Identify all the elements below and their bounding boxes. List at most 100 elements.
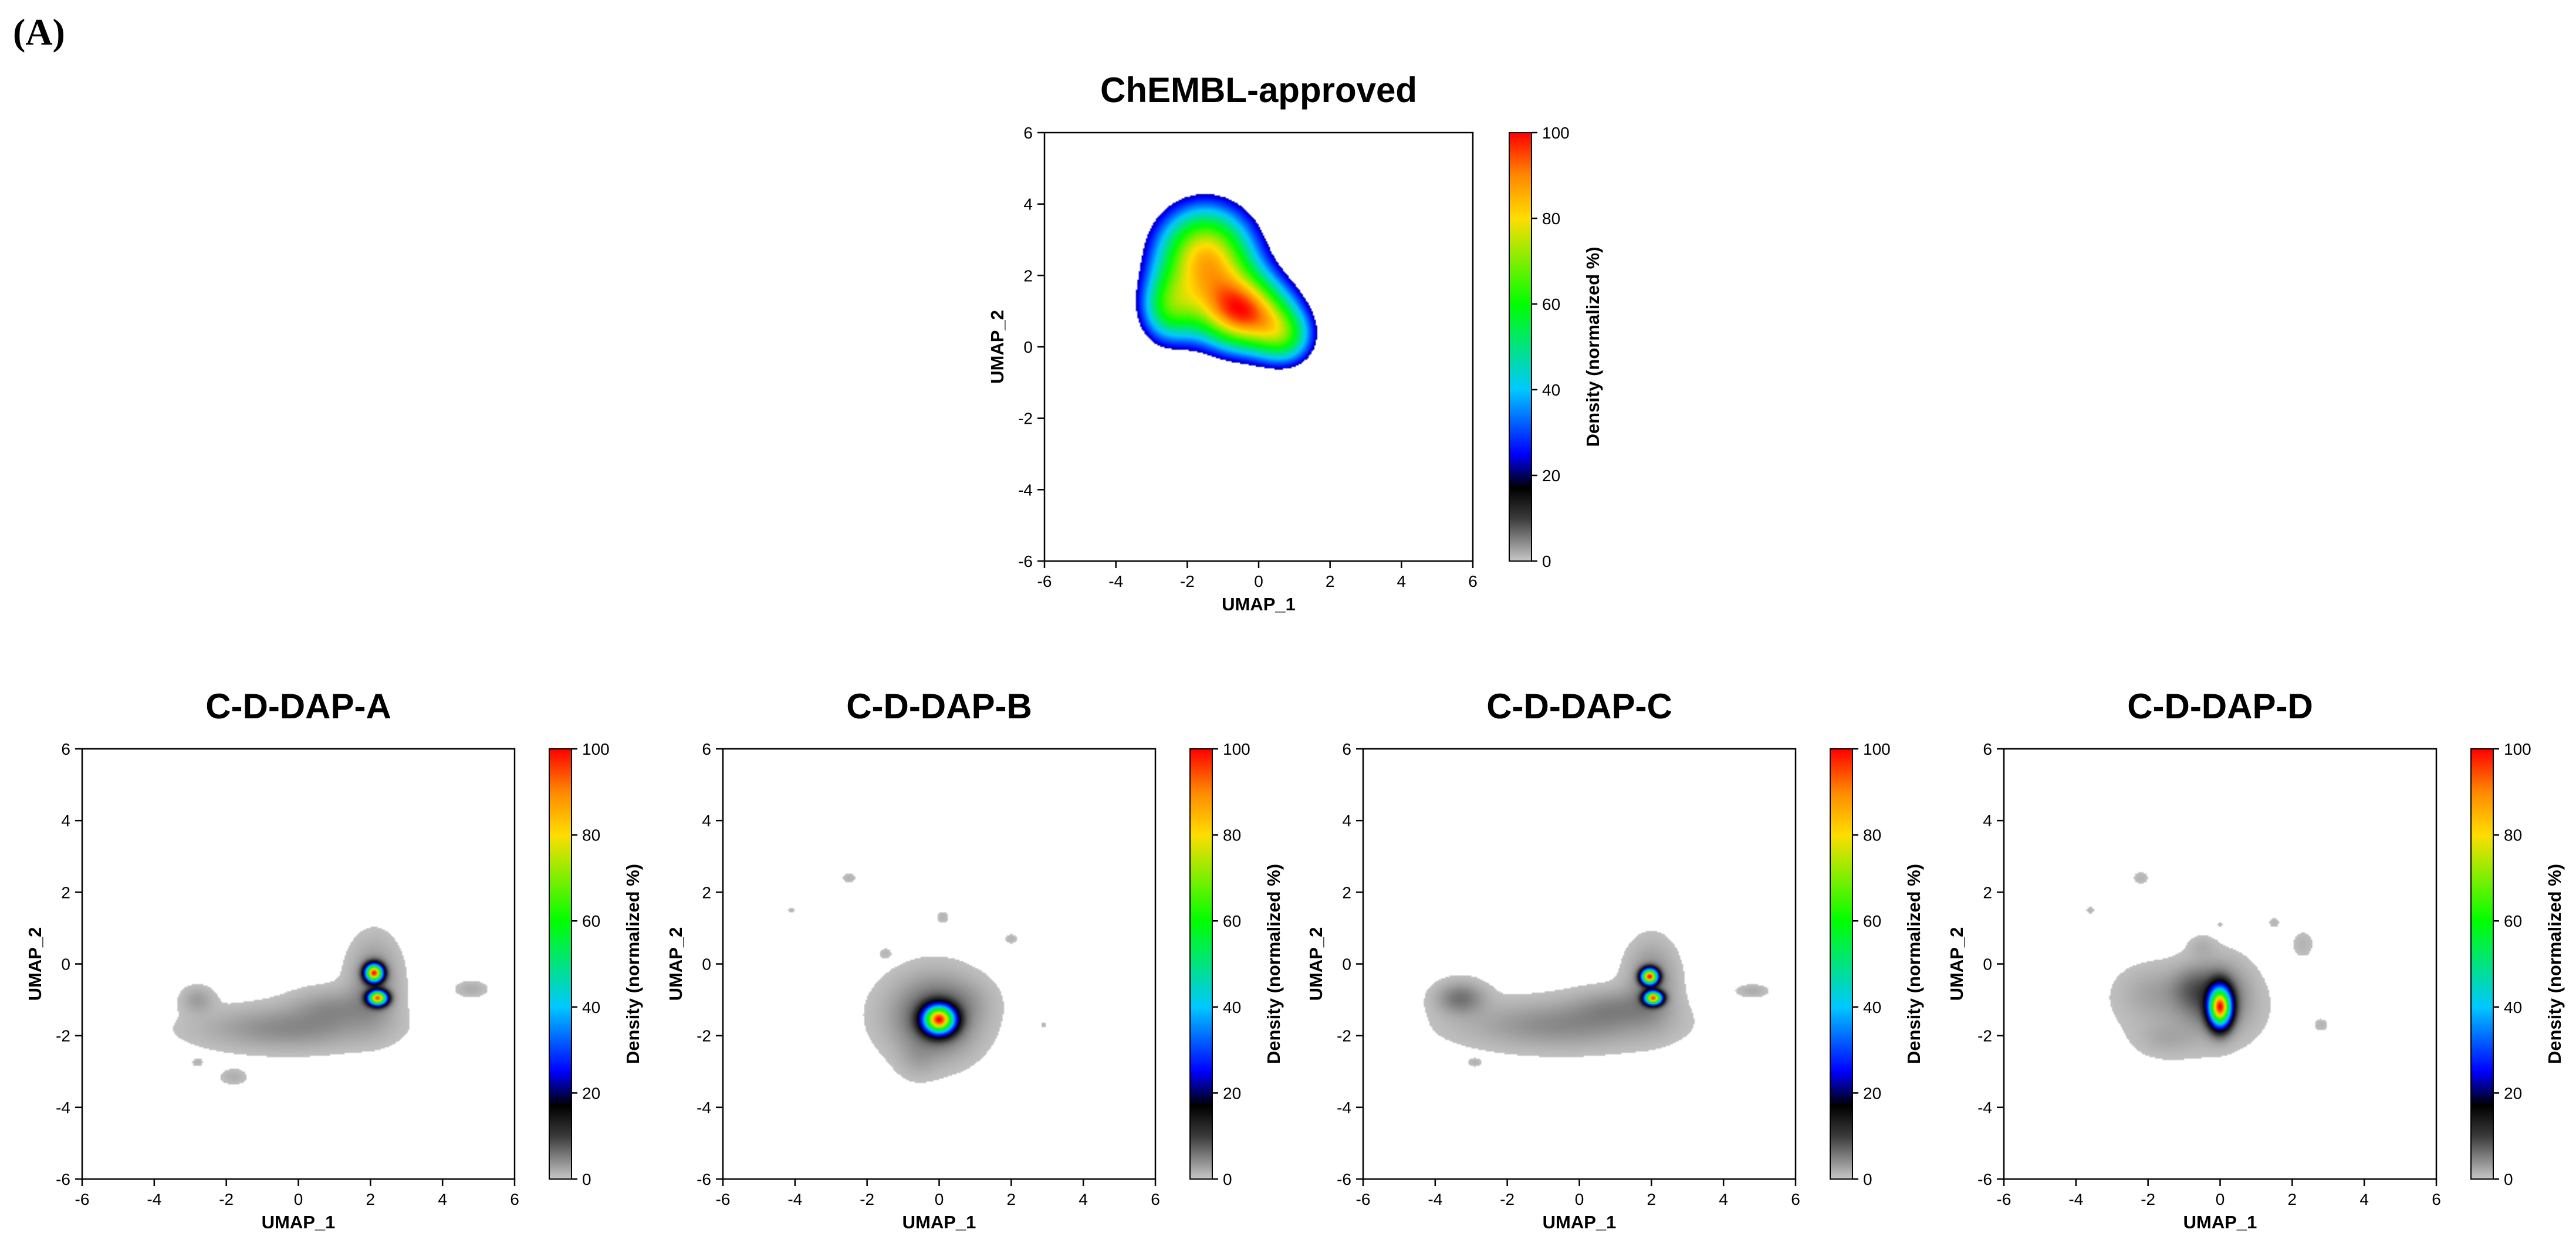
- x-tick-label: 4: [1079, 1190, 1088, 1208]
- y-tick-label: 4: [702, 812, 711, 830]
- y-tick-label: 2: [61, 883, 70, 901]
- chart-title: ChEMBL-approved: [1100, 70, 1417, 110]
- x-tick-label: 6: [2432, 1190, 2441, 1208]
- x-tick-label: 4: [1719, 1190, 1728, 1208]
- y-tick-label: -6: [1337, 1170, 1351, 1188]
- x-tick-label: 0: [1254, 572, 1263, 590]
- colorbar-tick-label: 80: [1542, 210, 1560, 228]
- y-tick-label: 6: [1983, 740, 1992, 758]
- y-tick-label: -4: [1337, 1099, 1351, 1117]
- y-tick-label: 0: [702, 955, 711, 974]
- x-tick-label: 0: [294, 1190, 303, 1208]
- x-tick-label: 2: [2288, 1190, 2297, 1208]
- colorbar-tick-label: 20: [1223, 1084, 1241, 1102]
- colorbar-tick-label: 20: [1542, 467, 1560, 485]
- colorbar-label: Density (normalized %): [623, 864, 643, 1064]
- x-tick-label: 0: [2216, 1190, 2225, 1208]
- y-tick-label: 0: [1023, 338, 1033, 356]
- chart-dap_b: -6 -4 -2 0 2 4 6 -6 -4 -2 0 2 4 6 UMAP_1 UMAP_2 C-D-DAP-…: [665, 687, 1284, 1232]
- y-tick-label: -2: [1337, 1027, 1351, 1045]
- colorbar-tick-label: 0: [582, 1170, 591, 1188]
- y-tick-label: -4: [697, 1099, 711, 1117]
- y-tick-label: -4: [1018, 481, 1033, 499]
- y-axis-label: UMAP_2: [665, 927, 686, 1001]
- x-tick-label: 6: [1468, 572, 1478, 590]
- colorbar: [549, 748, 572, 1180]
- colorbar-tick-label: 40: [582, 998, 600, 1016]
- x-axis-label: UMAP_1: [1222, 594, 1296, 614]
- colorbar-tick-label: 60: [1542, 295, 1560, 313]
- y-tick-label: 2: [1342, 883, 1351, 901]
- colorbar-tick-label: 80: [1863, 826, 1881, 845]
- y-tick-label: 0: [61, 955, 70, 974]
- colorbar: [2470, 748, 2494, 1180]
- y-tick-label: 0: [1342, 955, 1351, 974]
- x-axis-label: UMAP_1: [1543, 1212, 1617, 1232]
- colorbar: [1189, 748, 1213, 1180]
- x-tick-label: 6: [510, 1190, 519, 1208]
- y-axis-label: UMAP_2: [1946, 927, 1967, 1001]
- x-tick-label: 6: [1791, 1190, 1800, 1208]
- y-tick-label: -2: [697, 1027, 711, 1045]
- y-axis-label: UMAP_2: [25, 927, 45, 1001]
- colorbar-tick-label: 40: [1223, 998, 1241, 1016]
- colorbar-tick-label: 100: [582, 740, 610, 758]
- colorbar-tick-label: 20: [2504, 1084, 2522, 1102]
- y-tick-label: 4: [1983, 812, 1992, 830]
- y-tick-label: -2: [1977, 1027, 1992, 1045]
- colorbar-label: Density (normalized %): [2544, 864, 2565, 1064]
- y-tick-label: 2: [1023, 266, 1033, 285]
- colorbar-tick-label: 100: [2504, 740, 2531, 758]
- y-tick-label: 6: [1342, 740, 1351, 758]
- chart-chembl: -6 -4 -2 0 2 4 6 -6 -4 -2 0 2 4 6 UMAP_1 UMAP_2 ChEMBL-a…: [987, 70, 1603, 614]
- x-tick-label: 2: [1007, 1190, 1016, 1208]
- x-tick-label: -4: [2068, 1190, 2083, 1208]
- colorbar-tick-label: 40: [1542, 381, 1560, 399]
- chart-title: C-D-DAP-A: [205, 687, 391, 726]
- x-tick-label: 2: [1326, 572, 1335, 590]
- x-tick-label: 2: [366, 1190, 376, 1208]
- y-tick-label: 4: [1023, 195, 1033, 214]
- x-tick-label: -6: [75, 1190, 90, 1208]
- x-tick-label: 0: [935, 1190, 944, 1208]
- x-tick-label: -2: [860, 1190, 874, 1208]
- colorbar-tick-label: 40: [1863, 998, 1881, 1016]
- x-tick-label: -4: [1108, 572, 1123, 590]
- x-tick-label: 2: [1647, 1190, 1657, 1208]
- x-tick-label: -6: [1997, 1190, 2012, 1208]
- x-tick-label: 4: [1397, 572, 1407, 590]
- colorbar: [1830, 748, 1853, 1180]
- density-map-dap_c: [1363, 749, 1796, 1179]
- x-axis-label: UMAP_1: [2183, 1212, 2257, 1232]
- y-tick-label: -4: [56, 1099, 70, 1117]
- x-tick-label: -2: [219, 1190, 234, 1208]
- y-tick-label: 2: [702, 883, 711, 901]
- x-tick-label: -4: [147, 1190, 161, 1208]
- x-tick-label: 0: [1575, 1190, 1584, 1208]
- chart-title: C-D-DAP-D: [2127, 687, 2313, 726]
- density-map-dap_a: [82, 749, 515, 1179]
- density-map-chembl: [1044, 133, 1473, 561]
- y-tick-label: -6: [1018, 552, 1033, 570]
- chart-dap_c: -6 -4 -2 0 2 4 6 -6 -4 -2 0 2 4 6 UMAP_1 UMAP_2 C-D-DAP-…: [1306, 687, 1924, 1232]
- panel-label: (A): [13, 11, 65, 53]
- y-tick-label: 4: [1342, 812, 1351, 830]
- y-tick-label: 6: [1023, 124, 1033, 142]
- x-tick-label: -2: [2141, 1190, 2155, 1208]
- colorbar-tick-label: 0: [1223, 1170, 1232, 1188]
- colorbar-tick-label: 60: [1223, 912, 1241, 930]
- colorbar-tick-label: 60: [1863, 912, 1881, 930]
- colorbar-label: Density (normalized %): [1904, 864, 1924, 1064]
- y-tick-label: -6: [1977, 1170, 1992, 1188]
- chart-dap_d: -6 -4 -2 0 2 4 6 -6 -4 -2 0 2 4 6 UMAP_1 UMAP_2 C-D-DAP-…: [1946, 687, 2565, 1232]
- x-tick-label: 6: [1151, 1190, 1160, 1208]
- colorbar-label: Density (normalized %): [1263, 864, 1284, 1064]
- y-tick-label: -6: [56, 1170, 70, 1188]
- colorbar-tick-label: 60: [2504, 912, 2522, 930]
- x-tick-label: 4: [2359, 1190, 2369, 1208]
- colorbar-tick-label: 80: [2504, 826, 2522, 845]
- density-map-dap_d: [2004, 749, 2436, 1179]
- y-tick-label: 0: [1983, 955, 1992, 974]
- y-tick-label: 2: [1983, 883, 1992, 901]
